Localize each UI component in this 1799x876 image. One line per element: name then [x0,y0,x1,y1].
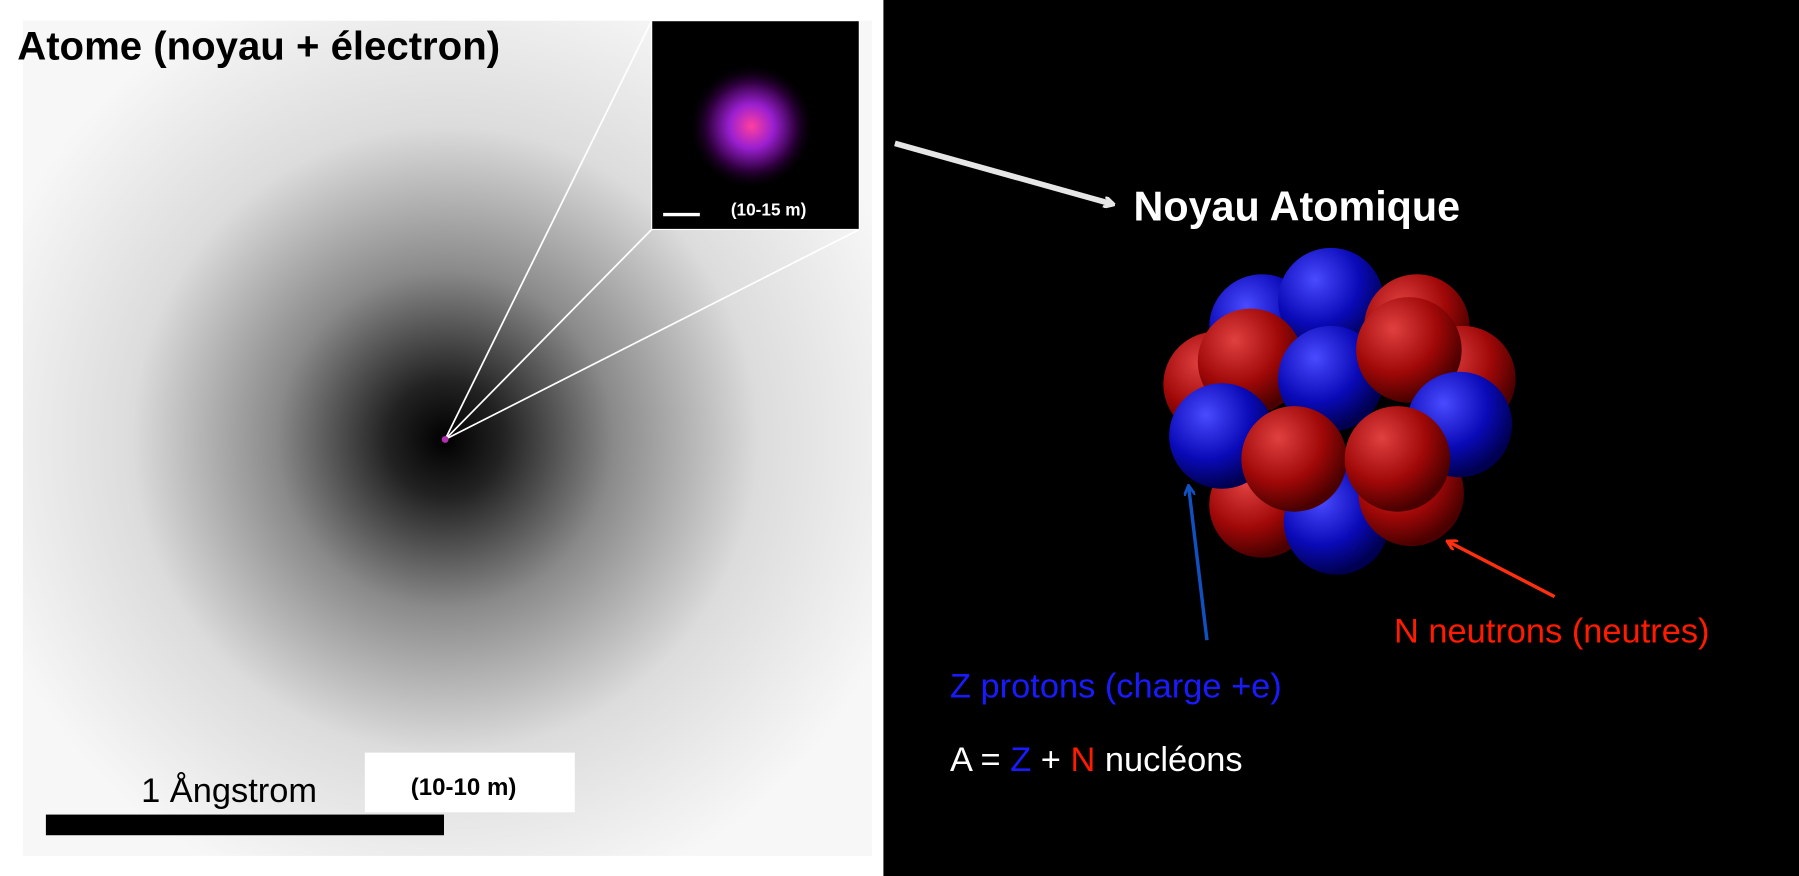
content: Atome (noyau + électron) (10-15 m) 1 Ång… [0,0,1710,876]
neutron-arrow [1448,542,1555,597]
neutrons-label: N neutrons (neutres) [1394,612,1710,650]
atom-title: Atome (noyau + électron) [17,24,500,69]
slide: Atome (noyau + électron) (10-15 m) 1 Ång… [0,0,1799,876]
neutron [1345,406,1451,512]
arrow [895,143,1113,204]
nucleus-dot [442,436,449,443]
scale-bar-label: 1 Ångstrom [141,771,317,810]
scale-bar-unit: (10-10 m) [411,774,517,801]
nucleus-model [1163,248,1515,575]
formula-z: Z [1010,741,1031,779]
neutron [1241,406,1347,512]
protons-label: Z protons (charge +e) [950,668,1282,706]
nucleus-glow [688,63,814,189]
scale-bar [46,815,444,836]
proton-arrow [1189,486,1207,640]
formula-n: N [1070,741,1095,779]
inset-scale-label: (10-15 m) [731,200,806,220]
formula: A = Z + N nucléons [950,741,1243,779]
formula-part: + [1031,741,1070,779]
formula-part: A = [950,741,1010,779]
page: {"atom": {"title": "Atome (noyau + élect… [0,0,1799,876]
nucleus-title: Noyau Atomique [1134,183,1461,229]
formula-part: nucléons [1095,741,1242,779]
